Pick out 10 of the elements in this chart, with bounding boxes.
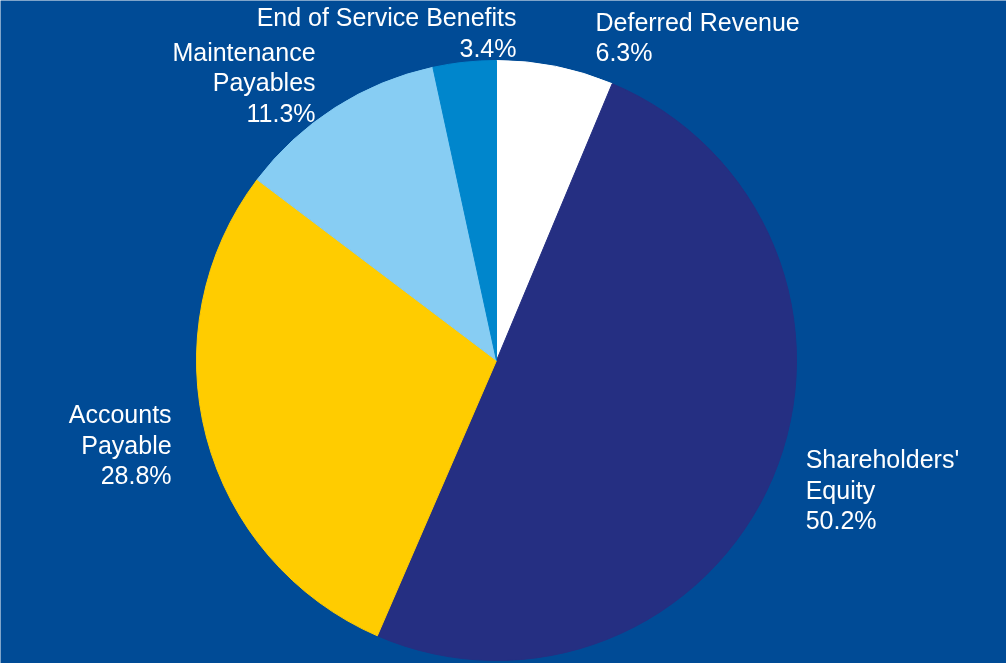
data-label: 3.4% <box>459 33 517 62</box>
slice-label: End of Service Benefits <box>256 2 517 31</box>
slice-label: Maintenance Payables <box>172 37 316 97</box>
data-label: 11.3% <box>246 99 316 128</box>
data-label: 6.3% <box>595 38 653 67</box>
slice-label: Shareholders' Equity <box>805 444 960 504</box>
slice-label: Accounts Payable <box>68 399 172 459</box>
data-label: 50.2% <box>805 506 877 535</box>
slice-label: Deferred Revenue <box>595 7 800 36</box>
data-label: 28.8% <box>100 461 172 490</box>
